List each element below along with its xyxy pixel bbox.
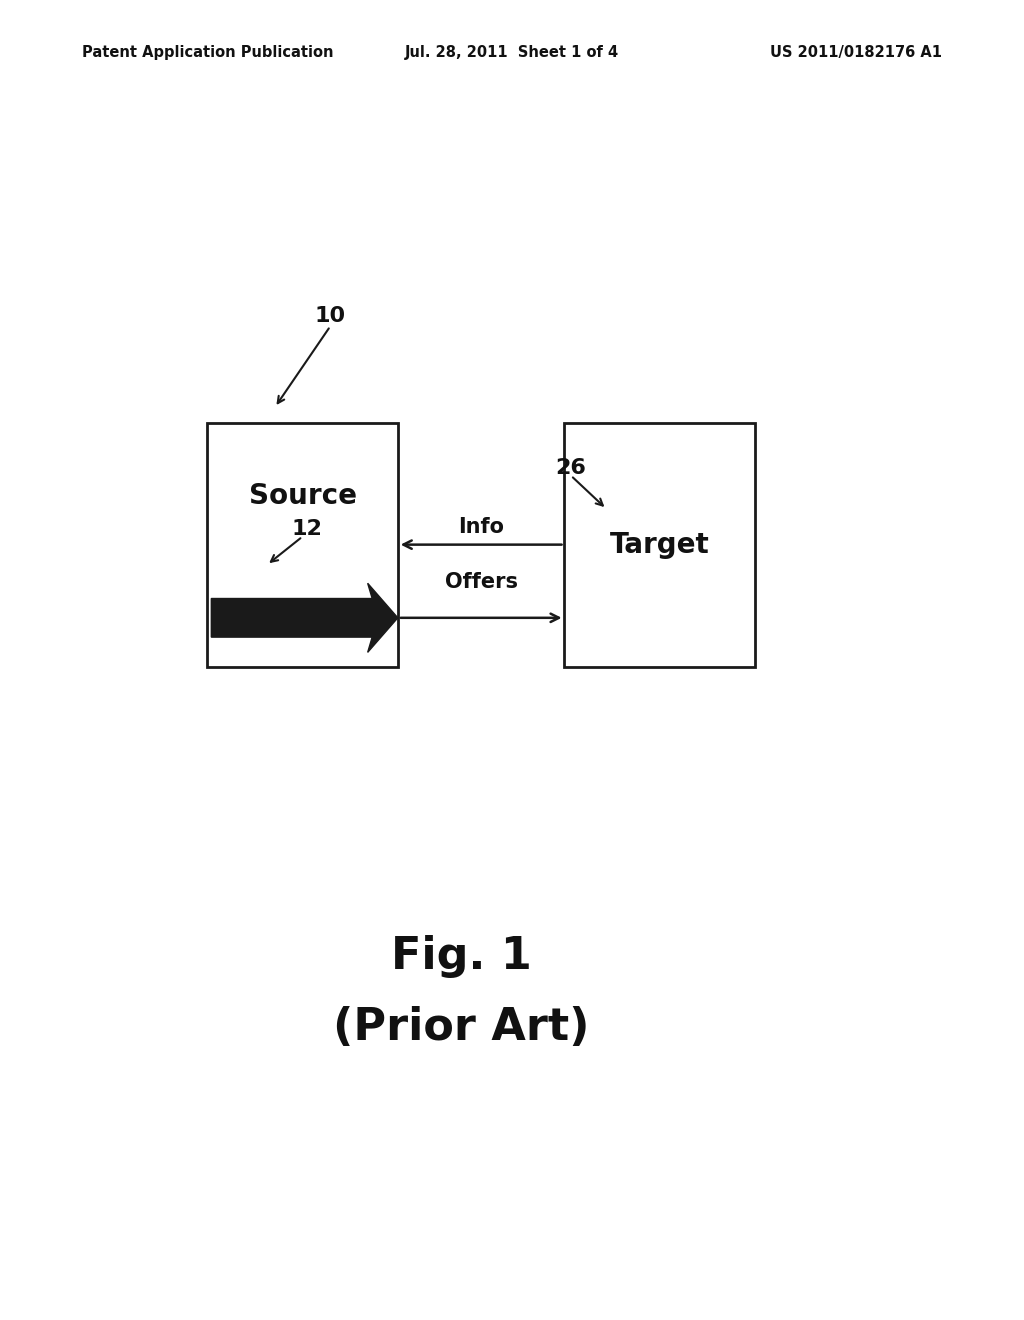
FancyArrow shape — [211, 583, 397, 652]
Text: 12: 12 — [291, 519, 322, 540]
Text: Source: Source — [249, 482, 356, 510]
Text: Info: Info — [458, 516, 504, 536]
Text: Jul. 28, 2011  Sheet 1 of 4: Jul. 28, 2011 Sheet 1 of 4 — [404, 45, 620, 61]
Bar — [207, 422, 397, 667]
Text: (Prior Art): (Prior Art) — [333, 1006, 590, 1049]
Text: 26: 26 — [555, 458, 587, 478]
Text: Fig. 1: Fig. 1 — [391, 935, 531, 978]
Text: Patent Application Publication: Patent Application Publication — [82, 45, 334, 61]
Text: US 2011/0182176 A1: US 2011/0182176 A1 — [770, 45, 942, 61]
Text: 10: 10 — [314, 306, 346, 326]
Text: Target: Target — [610, 531, 710, 558]
Bar — [564, 422, 755, 667]
Text: Offers: Offers — [444, 573, 518, 593]
